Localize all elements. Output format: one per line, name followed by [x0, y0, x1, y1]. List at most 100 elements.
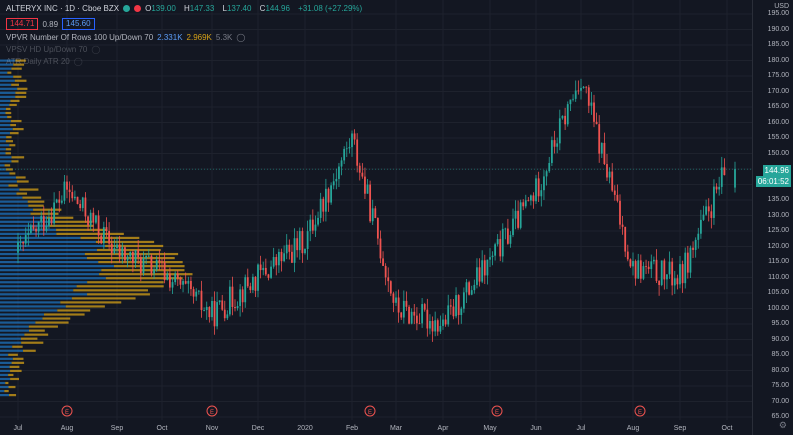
- volume-profile-bar-up: [0, 277, 106, 280]
- indicator-label: VPSV HD Up/Down 70: [6, 45, 88, 54]
- candle-body: [452, 306, 455, 317]
- volume-profile-bar-down: [7, 71, 12, 74]
- volume-profile-bar-down: [43, 313, 85, 316]
- ohlc-values: O139.00 H147.33 L137.40 C144.96 +31.08 (…: [145, 4, 365, 13]
- volume-profile-bar-down: [10, 119, 22, 123]
- candle-body: [40, 216, 43, 222]
- price-chart[interactable]: Jul Aug Sep Oct Nov Dec 2020 Feb Mar Apr May Jun Jul…: [0, 0, 753, 435]
- candle-body: [32, 225, 35, 229]
- candle-body: [369, 184, 372, 222]
- volume-profile-bar-up: [0, 269, 102, 272]
- candle-body: [345, 148, 348, 150]
- candle-body: [519, 202, 522, 228]
- candle-body: [42, 216, 45, 231]
- candle-body: [619, 200, 621, 225]
- candle-body: [384, 265, 387, 278]
- volume-profile-bar-up: [0, 337, 21, 340]
- candle-body: [137, 249, 140, 258]
- volume-profile-bar-down: [87, 281, 164, 284]
- volume-profile-bar-down: [10, 123, 17, 127]
- earnings-label: E: [65, 410, 69, 416]
- candle-body: [262, 267, 265, 271]
- candle-body: [275, 257, 278, 266]
- volume-profile-bar-down: [9, 365, 20, 368]
- volume-profile-bar-down: [13, 75, 22, 78]
- time-tick-label: Jul: [577, 425, 586, 432]
- volume-profile-bar-up: [0, 305, 66, 308]
- price-tick-label: 90.00: [771, 335, 789, 343]
- indicator-value-up: 2.331K: [157, 33, 183, 42]
- candle-body: [600, 142, 603, 154]
- candle-body: [105, 227, 108, 232]
- volume-profile-bar-up: [0, 321, 36, 324]
- candle-body: [666, 274, 668, 280]
- candle-body: [449, 305, 452, 307]
- candle-body: [298, 231, 301, 251]
- candle-body: [376, 217, 379, 239]
- price-axis[interactable]: USD 195.00 190.00 185.00 180.00 175.00 170.00…: [752, 0, 793, 435]
- candle-body: [524, 200, 527, 207]
- candle-body: [187, 280, 190, 284]
- volume-profile-bar-up: [0, 196, 23, 199]
- candle-body: [221, 300, 224, 310]
- time-tick-label: Dec: [252, 425, 265, 432]
- volume-profile-bar-up: [0, 208, 34, 211]
- candle-body: [713, 186, 715, 218]
- volume-profile-bar-up: [0, 192, 17, 195]
- eye-icon[interactable]: ◯: [91, 45, 101, 54]
- candle-body: [228, 286, 231, 315]
- candle-body: [663, 260, 666, 280]
- volume-profile-bar-down: [9, 172, 16, 175]
- candle-body: [668, 261, 671, 275]
- candle-body: [431, 321, 434, 332]
- volume-profile-bar-down: [9, 144, 16, 147]
- volume-profile-bar-down: [5, 111, 12, 115]
- candle-body: [142, 257, 145, 274]
- price-tick-label: 120.00: [767, 242, 789, 250]
- buy-price-button[interactable]: 145.60: [62, 18, 95, 30]
- candle-body: [371, 208, 374, 222]
- candle-body: [129, 251, 132, 257]
- volume-profile-bar-down: [11, 156, 25, 159]
- candle-body: [116, 244, 118, 249]
- alert-status-icon: [134, 5, 142, 12]
- indicator-vpsv[interactable]: VPSV HD Up/Down 70 ◯: [6, 45, 100, 54]
- candle-body: [624, 226, 627, 252]
- candle-body: [314, 224, 317, 231]
- symbol-title[interactable]: ALTERYX INC · 1D · Cboe BZX: [6, 4, 120, 13]
- candle-body: [718, 186, 721, 190]
- sell-price-button[interactable]: 144.71: [6, 18, 39, 30]
- volume-profile-bar-down: [15, 176, 26, 179]
- candle-body: [264, 267, 267, 275]
- candle-body: [81, 197, 84, 209]
- candle-body: [486, 259, 489, 276]
- volume-profile-bar-up: [0, 59, 16, 62]
- eye-icon[interactable]: ◯: [236, 33, 246, 42]
- candle-body: [205, 306, 208, 311]
- eye-icon[interactable]: ◯: [73, 57, 83, 66]
- candle-body: [332, 181, 335, 186]
- candle-body: [587, 87, 590, 106]
- indicator-vpvr[interactable]: VPVR Number Of Rows 100 Up/Down 70 2.331…: [6, 33, 245, 42]
- candle-body: [590, 102, 593, 106]
- volume-profile-bar-up: [0, 377, 11, 381]
- candle-body: [564, 115, 567, 125]
- candle-body: [637, 260, 640, 279]
- volume-profile-bar-up: [0, 144, 10, 147]
- volume-profile-bar-up: [0, 160, 12, 163]
- candle-body: [234, 307, 236, 309]
- candle-body: [241, 289, 244, 303]
- settings-icon[interactable]: ⚙: [778, 420, 787, 430]
- candle-body: [537, 178, 540, 197]
- candle-body: [330, 185, 333, 203]
- candle-body: [707, 206, 710, 212]
- earnings-icon: [634, 405, 646, 417]
- volume-profile-bar-up: [0, 200, 28, 203]
- candle-body: [553, 140, 556, 147]
- indicator-atr[interactable]: ATR Daily ATR 20 ◯: [6, 57, 83, 66]
- symbol-legend: ALTERYX INC · 1D · Cboe BZX O139.00 H147…: [6, 4, 365, 13]
- volume-profile-bar-up: [0, 240, 96, 244]
- price-change: +31.08 (+27.29%): [298, 4, 363, 13]
- volume-profile-bar-up: [0, 345, 13, 348]
